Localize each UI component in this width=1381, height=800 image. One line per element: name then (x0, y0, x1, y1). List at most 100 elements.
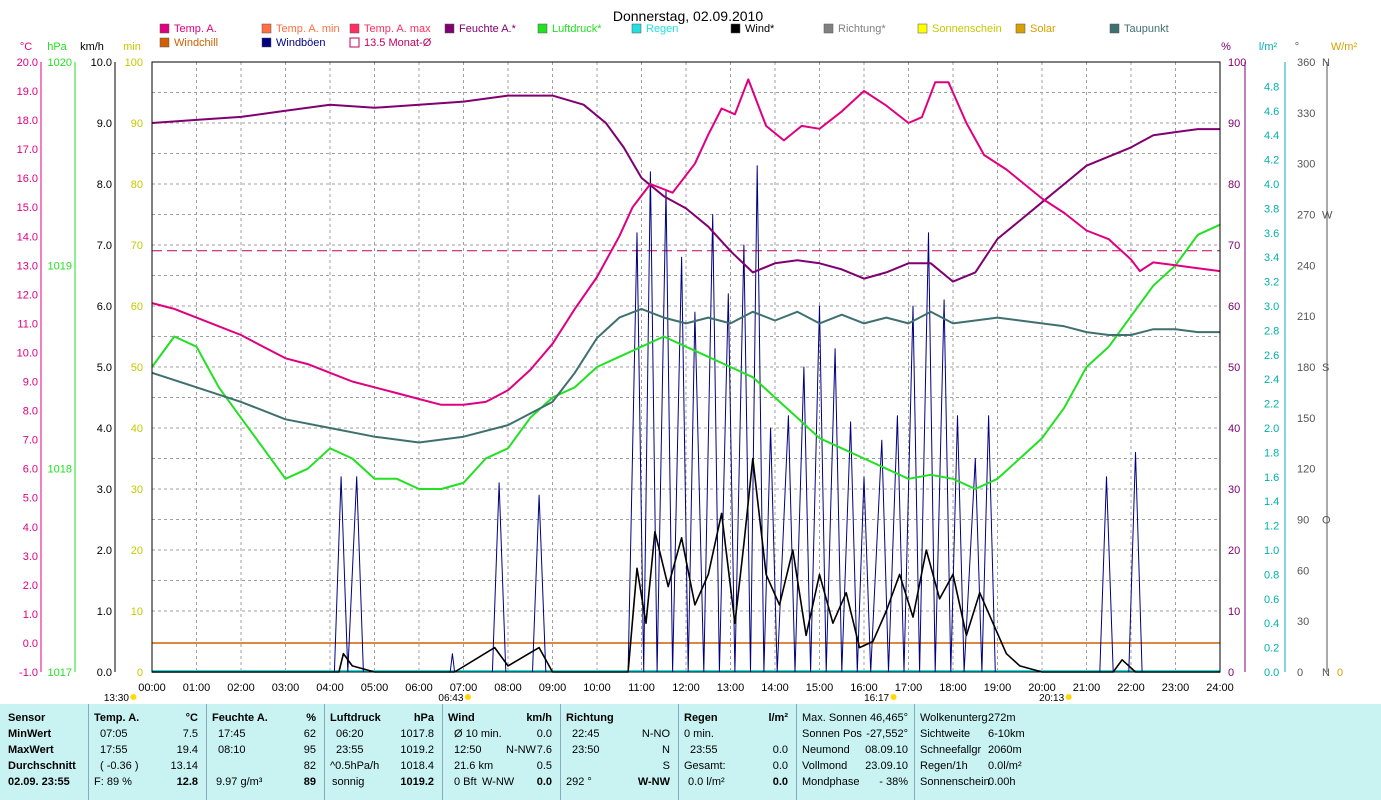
luft-unit: hPa (413, 712, 434, 724)
kmh-tick-label: 1.0 (97, 606, 112, 618)
sun-pos-value: -27,552° (866, 728, 908, 740)
richtung-header: Richtung (566, 712, 614, 724)
min-tick-label: 20 (131, 545, 143, 557)
legend-swatch (917, 23, 928, 34)
lm2-tick-label: 2.6 (1264, 350, 1279, 362)
time-tick-label: 18:00 (939, 682, 967, 694)
time-mark-label: 13:30 (104, 693, 129, 704)
kmh-tick-label: 10.0 (91, 57, 112, 69)
row-label-max: MaxWert (8, 744, 54, 756)
richtung-min-time: 22:45 (572, 728, 600, 740)
lm2-tick-label: 3.2 (1264, 277, 1279, 289)
separator (796, 704, 797, 800)
deg-tick-label: 90 (1297, 515, 1309, 527)
lm2-tick-label: 1.4 (1264, 496, 1279, 508)
kmh-tick-label: 3.0 (97, 484, 112, 496)
regen1h-label: Regen/1h (920, 760, 968, 772)
time-tick-label: 05:00 (361, 682, 389, 694)
temp-min-time: 07:05 (100, 728, 128, 740)
pct-tick-label: 40 (1228, 423, 1240, 435)
regen-total-label: Gesamt: (684, 760, 726, 772)
min-axis-unit: min (123, 41, 141, 53)
legend-swatch (1109, 23, 1120, 34)
kmh-tick-label: 0.0 (97, 667, 112, 679)
temp-avg-note: ( -0.36 ) (100, 760, 139, 772)
separator (560, 704, 561, 800)
lm2-tick-label: 4.0 (1264, 179, 1279, 191)
regen1h-value: 0.0l/m² (988, 760, 1022, 772)
separator (442, 704, 443, 800)
min-tick-label: 70 (131, 240, 143, 252)
min-tick-label: 10 (131, 606, 143, 618)
sun-max-label: Max. Sonnen (802, 712, 867, 724)
pressure-series (151, 223, 1221, 490)
time-mark-label: 16:17 (864, 693, 889, 704)
time-mark-label: 20:13 (1039, 693, 1064, 704)
schneefall-label: Schneefallgr (920, 744, 982, 756)
kmh-tick-label: 9.0 (97, 118, 112, 130)
wind-header: Wind (448, 712, 475, 724)
min-tick-label: 0 (137, 667, 143, 679)
lm2-tick-label: 4.2 (1264, 155, 1279, 167)
legend-swatch (159, 37, 170, 48)
temp-tick-label: 7.0 (23, 435, 38, 447)
deg-tick-label: 0 (1297, 667, 1303, 679)
sicht-label: Sichtweite (920, 728, 971, 740)
feuchte-current-value: 89 (303, 776, 316, 788)
wind-unit: km/h (526, 712, 552, 724)
legend-swatch (444, 23, 455, 34)
legend-label: Temp. A. min (276, 23, 340, 35)
temp-tick-label: 5.0 (23, 493, 38, 505)
feuchte-min-value: 62 (303, 728, 316, 740)
weather-chart: Donnerstag, 02.09.2010 Temp. A. Temp. A. … (17, 8, 1358, 704)
lm2-tick-label: 3.8 (1264, 203, 1279, 215)
sun-pos-label: Sonnen Pos (802, 728, 862, 740)
temp-tick-label: 2.0 (23, 580, 38, 592)
time-tick-label: 15:00 (806, 682, 834, 694)
temp-tick-label: 1.0 (23, 609, 38, 621)
min-tick-label: 90 (131, 118, 143, 130)
temp-current-value: 12.8 (176, 776, 198, 788)
sonnenschein-value: 0.00h (988, 776, 1016, 788)
sun-marker (1065, 694, 1072, 700)
deg-axis-unit: ° (1295, 41, 1299, 53)
deg-tick-label: 60 (1297, 565, 1309, 577)
separator (206, 704, 207, 800)
min-tick-label: 40 (131, 423, 143, 435)
sicht-value: 6-10km (988, 728, 1025, 740)
regen-duration: 0 min. (684, 728, 714, 740)
legend-swatch (631, 23, 642, 34)
kmh-tick-label: 5.0 (97, 362, 112, 374)
lm2-tick-label: 1.6 (1264, 472, 1279, 484)
pct-tick-label: 0 (1228, 667, 1234, 679)
wind-max-dir: N-NW (506, 744, 536, 756)
temp-tick-label: 19.0 (17, 86, 38, 98)
pct-tick-label: 10 (1228, 606, 1240, 618)
temp-tick-label: 11.0 (17, 318, 38, 330)
separator (914, 704, 915, 800)
deg-tick-label: 120 (1297, 464, 1315, 476)
sonnenschein-label: Sonnenschein (920, 776, 990, 788)
lm2-tick-label: 0.0 (1264, 667, 1279, 679)
luft-avg-value: 1018.4 (400, 760, 434, 772)
pct-tick-label: 30 (1228, 484, 1240, 496)
legend-swatch (349, 37, 360, 48)
min-tick-label: 60 (131, 301, 143, 313)
kmh-tick-label: 7.0 (97, 240, 112, 252)
time-tick-label: 00:00 (138, 682, 166, 694)
legend-swatch (261, 37, 272, 48)
temp-axis-unit: °C (20, 41, 32, 53)
luft-forecast: sonnig (332, 776, 365, 788)
regen-total-value: 0.0 (772, 760, 788, 772)
lm2-tick-label: 1.2 (1264, 521, 1279, 533)
luft-header: Luftdruck (330, 712, 381, 724)
chart-title: Donnerstag, 02.09.2010 (613, 8, 763, 24)
lm2-tick-label: 3.0 (1264, 301, 1279, 313)
separator (88, 704, 89, 800)
legend-swatch (537, 23, 548, 34)
feuchte-min-time: 17:45 (218, 728, 246, 740)
lm2-axis-unit: l/m² (1259, 41, 1278, 53)
richtung-min-dir: N-NO (641, 728, 670, 740)
time-tick-label: 12:00 (672, 682, 700, 694)
hpa-tick-label: 1020 (48, 57, 72, 69)
